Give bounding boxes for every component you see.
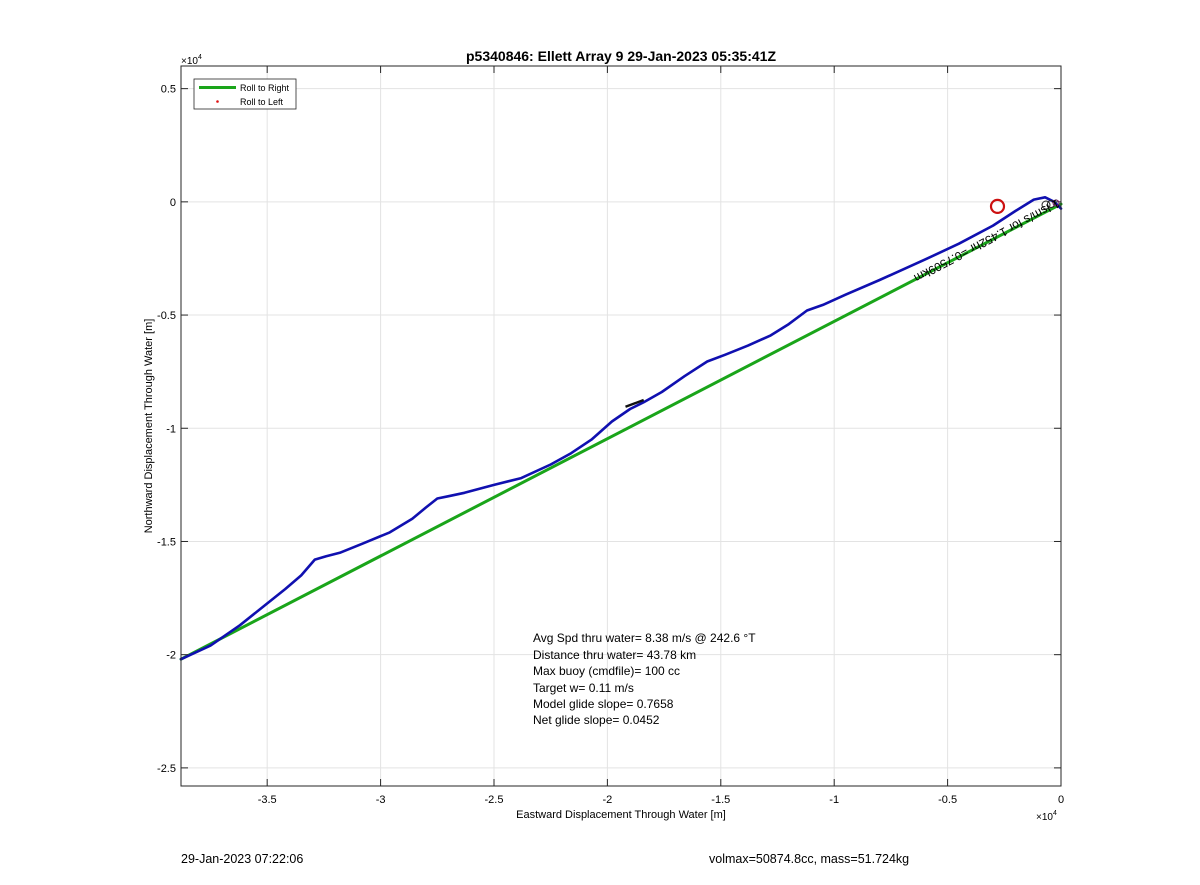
y-multiplier-base: ×10	[181, 56, 198, 67]
stat-net-glide: Net glide slope= 0.0452	[533, 713, 660, 727]
stat-avg-speed: Avg Spd thru water= 8.38 m/s @ 242.6 °T	[533, 631, 756, 645]
series-layer	[179, 196, 1063, 661]
legend-dot-roll-left	[216, 100, 219, 103]
series-track-line	[179, 196, 1063, 661]
end-cluster-marker	[1041, 200, 1051, 210]
x-tick-label: -2	[603, 794, 613, 806]
grid	[181, 66, 1062, 786]
footer-timestamp: 29-Jan-2023 07:22:06	[181, 852, 304, 866]
stat-max-buoy: Max buoy (cmdfile)= 100 cc	[533, 664, 680, 678]
plot-frame	[180, 65, 1062, 787]
x-multiplier: ×10 4	[1036, 810, 1057, 823]
stat-target-w: Target w= 0.11 m/s	[533, 681, 634, 695]
x-tick-label: 0	[1058, 794, 1064, 806]
y-tick-label: 0	[170, 197, 176, 209]
stat-distance: Distance thru water= 43.78 km	[533, 648, 696, 662]
end-cluster-marker	[1052, 199, 1060, 207]
x-tick-label: -0.5	[938, 794, 957, 806]
legend-label-roll-right: Roll to Right	[240, 83, 290, 93]
series-roll-right-line	[179, 202, 1063, 661]
legend-box	[193, 78, 297, 110]
legend: Roll to Right Roll to Left	[193, 78, 297, 110]
y-multiplier-exp: 4	[198, 54, 202, 61]
end-markers	[1041, 199, 1060, 210]
x-multiplier-exp: 4	[1053, 810, 1057, 817]
y-multiplier: ×10 4	[181, 54, 202, 67]
x-tick-label: -3	[376, 794, 386, 806]
track-dark-segment	[625, 398, 645, 408]
y-tick-label: -0.5	[157, 310, 176, 322]
stats-block: Avg Spd thru water= 8.38 m/s @ 242.6 °T …	[533, 631, 756, 727]
x-tick-label: -1.5	[711, 794, 730, 806]
y-tick-label: 0.5	[161, 84, 176, 96]
y-tick-label: -1	[166, 423, 176, 435]
x-multiplier-base: ×10	[1036, 812, 1053, 823]
legend-label-roll-left: Roll to Left	[240, 97, 284, 107]
y-axis-label: Northward Displacement Through Water [m]	[143, 319, 155, 534]
chart-title: p5340846: Ellett Array 9 29-Jan-2023 05:…	[466, 48, 776, 64]
surface-position-circle	[989, 198, 1006, 214]
y-tick-label: -2	[166, 650, 176, 662]
plot-area	[181, 66, 1061, 786]
y-tick-label: -1.5	[157, 536, 176, 548]
x-tick-label: -2.5	[485, 794, 504, 806]
y-tick-label: -2.5	[157, 763, 176, 775]
ticks: -3.5 -3 -2.5 -2 -1.5 -1 -0.5 0 0.5 0 -0.5 -1 -1.5 -2 -…	[157, 66, 1064, 806]
footer-info: volmax=50874.8cc, mass=51.724kg	[709, 852, 910, 866]
x-axis-label: Eastward Displacement Through Water [m]	[516, 809, 726, 821]
stat-model-glide: Model glide slope= 0.7658	[533, 697, 674, 711]
end-cluster-marker	[1047, 200, 1055, 208]
x-tick-label: -1	[829, 794, 839, 806]
x-tick-label: -3.5	[258, 794, 277, 806]
